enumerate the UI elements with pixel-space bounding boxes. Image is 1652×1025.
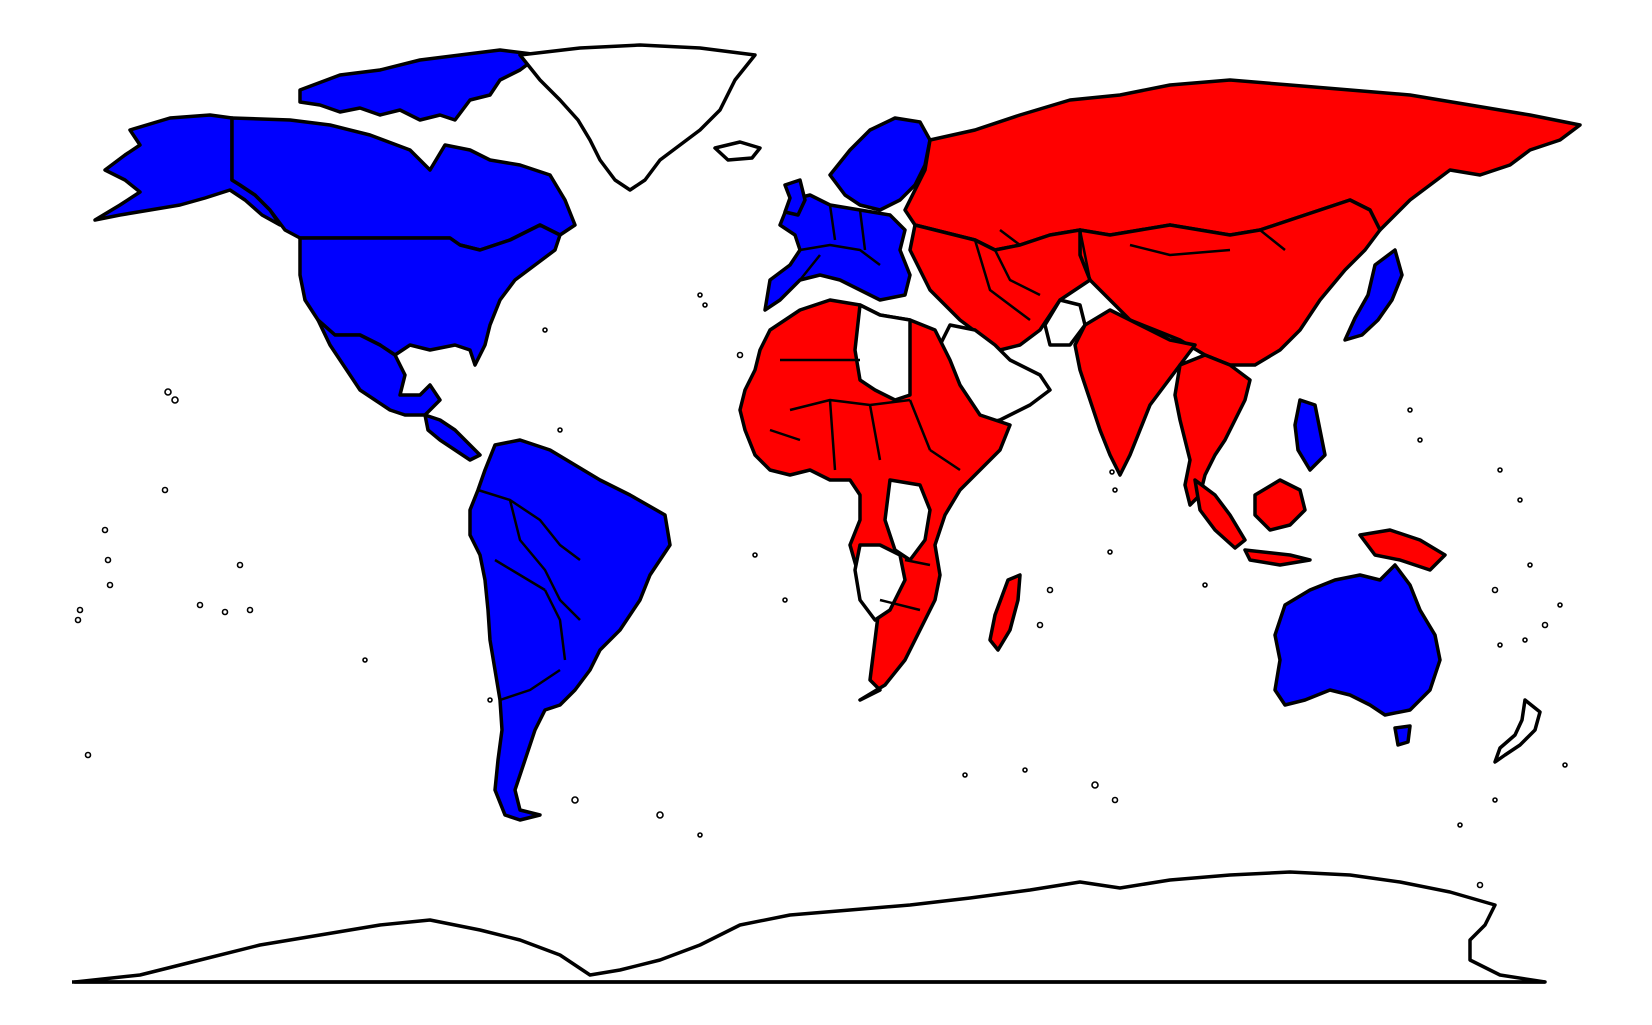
region-russia-central-asia <box>903 78 1582 252</box>
africa-borders <box>769 358 961 612</box>
south-america-borders <box>477 488 581 702</box>
region-madagascar <box>988 573 1022 652</box>
asia-borders <box>973 228 1286 332</box>
region-new-zealand <box>1493 698 1542 764</box>
region-namibia <box>853 543 907 622</box>
region-africa <box>738 298 1012 702</box>
region-indonesia-borneo <box>1253 478 1307 532</box>
region-afghanistan <box>1043 298 1087 347</box>
north-america-borders <box>230 118 461 247</box>
region-western-europe <box>763 193 912 312</box>
europe-borders <box>799 204 881 281</box>
region-philippines <box>1293 398 1327 472</box>
region-canada <box>230 116 577 252</box>
region-mexico <box>316 318 442 417</box>
uk-island <box>783 178 807 217</box>
small-islands <box>74 292 1568 889</box>
region-southeast-asia <box>1173 353 1252 507</box>
region-iceland <box>713 140 762 162</box>
region-australia <box>1273 563 1442 717</box>
region-tasmania <box>1393 724 1412 747</box>
region-japan <box>1343 248 1404 342</box>
region-central-africa-gap <box>883 478 932 562</box>
java-island <box>1243 548 1312 567</box>
region-greenland <box>518 43 757 192</box>
region-india <box>1073 308 1197 477</box>
region-new-guinea <box>1358 528 1447 572</box>
region-central-america <box>423 413 482 462</box>
region-sumatra <box>1193 478 1247 550</box>
region-antarctica <box>73 870 1547 984</box>
region-canadian-arctic-islands <box>298 48 542 122</box>
